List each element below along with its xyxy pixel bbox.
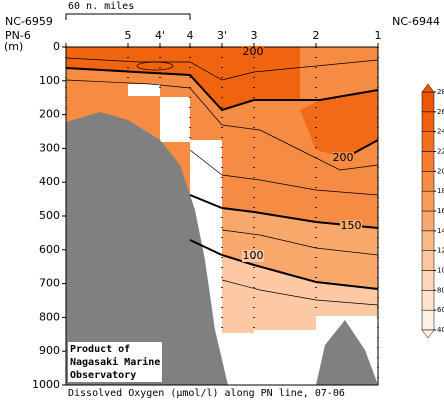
colorbar-band: [421, 210, 435, 232]
colorbar-arrow: [421, 329, 435, 339]
colorbar-label: 280: [437, 88, 444, 96]
colorbar-label: 160: [437, 207, 444, 215]
colorbar-label: 260: [437, 108, 444, 116]
colorbar-band: [421, 270, 435, 291]
y-tick-label: 900: [39, 344, 60, 357]
seafloor: [316, 320, 378, 385]
colorbar-band: [421, 151, 435, 172]
colorbar-label: 60: [437, 306, 444, 314]
colorbar-label: 120: [437, 247, 444, 255]
ref-label: NC-6944: [392, 15, 440, 28]
colorbar-band: [421, 290, 435, 311]
y-tick-label: 100: [39, 74, 60, 87]
y-tick-label: 200: [39, 108, 60, 121]
colorbar-band: [421, 250, 435, 271]
scale-label: 60 n. miles: [68, 1, 134, 12]
colorbar-band: [421, 111, 435, 132]
colorbar-label: 200: [437, 167, 444, 175]
station-label: 2: [313, 29, 320, 42]
colorbar-label: 180: [437, 187, 444, 195]
station-label: 1: [375, 29, 382, 42]
colorbar-band: [421, 309, 435, 331]
credit: Observatory: [70, 370, 136, 381]
credit-box: [68, 342, 162, 382]
colorbar-label: 240: [437, 128, 444, 136]
station-label: 3: [251, 29, 258, 42]
credit: Nagasaki Marine: [70, 356, 160, 368]
colorbar-band: [421, 190, 435, 212]
ref-label: NC-6959: [5, 15, 53, 28]
seafloor: [66, 112, 228, 385]
station-label: 4: [187, 29, 194, 42]
colorbar-label: 80: [437, 286, 444, 294]
contour-label: 150: [341, 219, 362, 232]
station-label: 5: [125, 29, 132, 42]
y-tick-label: 0: [53, 40, 60, 53]
colorbar-label: 220: [437, 148, 444, 156]
credit: Product of: [70, 344, 130, 355]
contour-labels: 200 200 150 100: [242, 45, 362, 262]
station-label: PN-6: [5, 29, 31, 42]
colorbar-label: 40: [437, 326, 444, 334]
station-label: 4': [155, 29, 165, 42]
y-tick-label: 500: [39, 209, 60, 222]
y-tick-label: 600: [39, 243, 60, 256]
station-label: 3': [217, 29, 227, 42]
scale-bar: [65, 13, 191, 20]
colorbar-arrow: [421, 83, 435, 93]
y-tick-label: 1000: [32, 378, 60, 391]
colorbar-band: [421, 131, 435, 152]
y-tick-label: 800: [39, 310, 60, 323]
colorbar-band: [421, 91, 435, 113]
colorbar-label: 100: [437, 267, 444, 275]
y-tick-label: 400: [39, 175, 60, 188]
y-tick-label: 300: [39, 141, 60, 154]
colorbar-label: 140: [437, 227, 444, 235]
contour-label: 200: [333, 151, 354, 164]
y-tick-label: 700: [39, 277, 60, 290]
contour-label: 100: [243, 249, 264, 262]
colorbar-band: [421, 230, 435, 251]
colorbar-band: [421, 171, 435, 192]
y-axis-label: (m): [4, 40, 23, 53]
contour-label: 200: [243, 45, 264, 58]
chart-title: Dissolved Oxygen (μmol/l) along PN line,…: [68, 388, 345, 399]
